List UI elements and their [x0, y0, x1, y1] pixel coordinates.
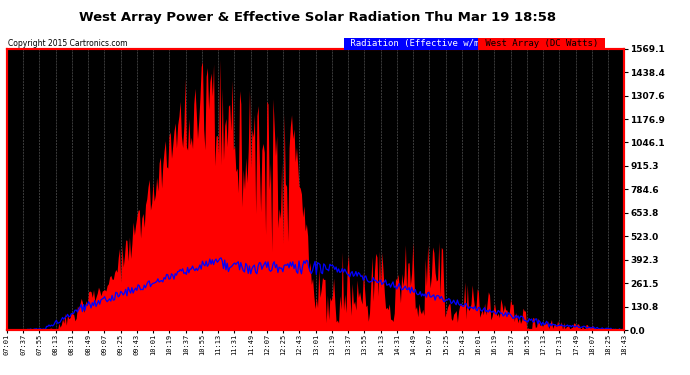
Text: West Array (DC Watts): West Array (DC Watts)	[480, 39, 603, 48]
Text: Radiation (Effective w/m2): Radiation (Effective w/m2)	[345, 39, 495, 48]
Text: Copyright 2015 Cartronics.com: Copyright 2015 Cartronics.com	[8, 39, 128, 48]
Text: West Array Power & Effective Solar Radiation Thu Mar 19 18:58: West Array Power & Effective Solar Radia…	[79, 11, 556, 24]
